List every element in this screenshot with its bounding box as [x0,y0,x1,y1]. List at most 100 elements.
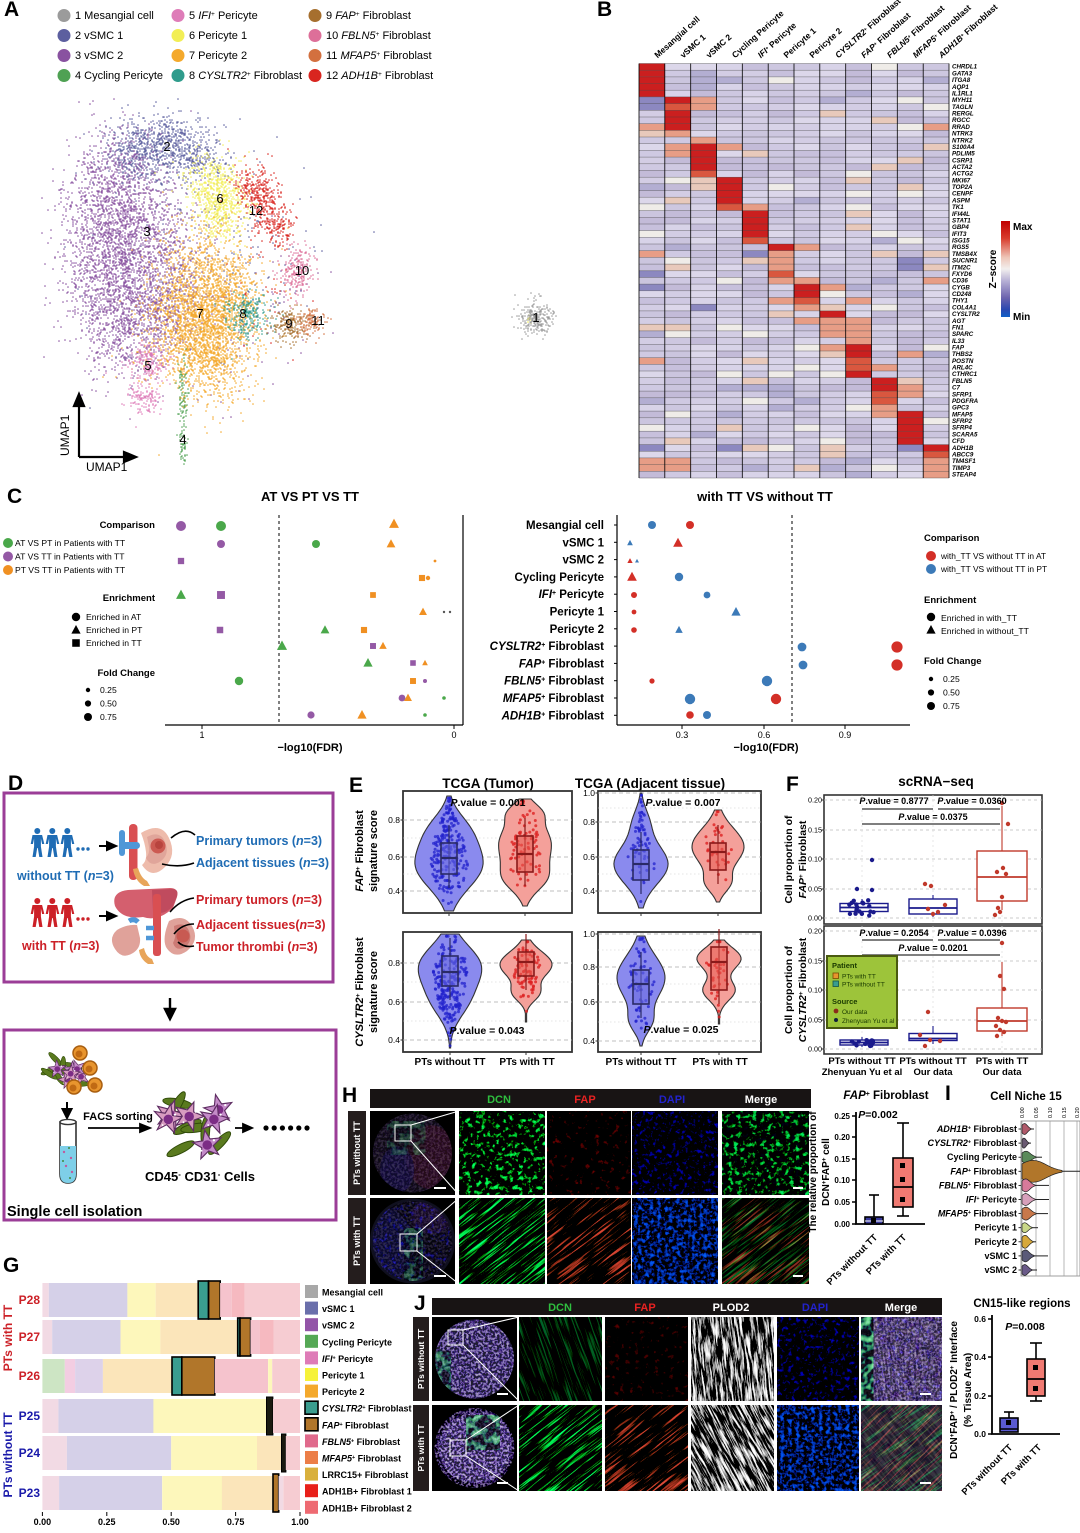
svg-text:9: 9 [285,316,292,331]
svg-text:B: B [597,0,612,21]
svg-text:Fold Change: Fold Change [97,668,155,679]
svg-text:P.value = 0.025: P.value = 0.025 [643,1024,718,1036]
svg-text:PDLIM5: PDLIM5 [952,151,975,158]
svg-text:GPC3: GPC3 [952,405,969,412]
svg-text:MFAP5+ Fibroblast: MFAP5+ Fibroblast [322,1454,401,1464]
svg-text:THBS2: THBS2 [952,351,973,358]
svg-text:ARL4C: ARL4C [951,365,973,372]
svg-text:5 IFI+ Pericyte: 5 IFI+ Pericyte [189,10,258,22]
svg-text:10 FBLN5+ Fibroblast: 10 FBLN5+ Fibroblast [326,30,431,42]
svg-text:0.20: 0.20 [834,1133,850,1142]
svg-text:7: 7 [196,306,203,321]
svg-text:7 Pericyte 2: 7 Pericyte 2 [189,50,247,62]
svg-text:P.value = 0.8777: P.value = 0.8777 [859,796,928,806]
svg-text:AT VS PT in Patients with TT: AT VS PT in Patients with TT [15,538,126,548]
svg-text:0.20: 0.20 [808,927,822,936]
svg-text:0.6: 0.6 [583,852,595,862]
svg-text:Cycling Pericyte: Cycling Pericyte [322,1337,392,1347]
svg-text:G: G [3,1254,19,1277]
svg-text:4: 4 [179,432,186,447]
svg-text:ABCC9: ABCC9 [951,452,974,459]
svg-text:6: 6 [216,191,223,206]
svg-text:PTs without TT: PTs without TT [352,1121,362,1185]
svg-text:PTs with TT: PTs with TT [976,1056,1029,1067]
svg-text:PDGFRA: PDGFRA [952,398,979,405]
svg-text:8: 8 [239,306,246,321]
svg-text:P23: P23 [19,1486,41,1500]
svg-text:Zhenyuan Yu et al: Zhenyuan Yu et al [842,1018,895,1025]
svg-text:Cell proportion of: Cell proportion of [783,945,795,1034]
svg-text:1.00: 1.00 [291,1517,309,1527]
svg-text:Comparison: Comparison [924,533,980,544]
svg-text:CYSLTR2: CYSLTR2 [952,311,980,318]
svg-text:Enriched in AT: Enriched in AT [86,612,142,622]
svg-text:Enrichment: Enrichment [103,593,156,604]
svg-text:Z−score: Z−score [988,249,999,288]
svg-text:without TT (n=3): without TT (n=3) [16,869,114,883]
svg-text:0.4: 0.4 [388,1035,400,1045]
svg-text:P=0.008: P=0.008 [1005,1321,1045,1333]
svg-text:PTs without TT: PTs without TT [415,1057,486,1068]
svg-text:TAGLN: TAGLN [952,104,973,111]
svg-text:Pericyte 2: Pericyte 2 [550,624,604,636]
svg-text:FAP: FAP [952,345,965,352]
svg-text:Tumor thrombi (n=3): Tumor thrombi (n=3) [196,940,318,954]
svg-text:CTHRC1: CTHRC1 [952,371,978,378]
svg-text:ISG15: ISG15 [952,238,970,245]
svg-text:CHRDL1: CHRDL1 [952,64,978,71]
svg-text:COL4A1: COL4A1 [952,304,977,311]
svg-text:Max: Max [1013,222,1033,233]
svg-text:8 CYSLTR2+ Fibroblast: 8 CYSLTR2+ Fibroblast [189,70,302,82]
svg-text:FXYD6: FXYD6 [952,271,973,278]
svg-text:0.25: 0.25 [100,685,117,695]
svg-text:AT VS TT in Patients with TT: AT VS TT in Patients with TT [15,552,125,562]
svg-text:0.10: 0.10 [808,855,822,864]
svg-text:1.0: 1.0 [583,929,595,939]
svg-text:CD36: CD36 [952,278,968,285]
svg-text:J: J [414,1292,426,1315]
svg-text:TCGA (Tumor): TCGA (Tumor) [442,776,533,791]
svg-text:0.20: 0.20 [1075,1107,1080,1118]
svg-text:0.05: 0.05 [808,1016,822,1025]
svg-text:S100A4: S100A4 [952,144,975,151]
svg-text:P.value = 0.0201: P.value = 0.0201 [898,943,967,953]
svg-text:DCN: DCN [548,1302,572,1314]
svg-text:0.00: 0.00 [1020,1107,1026,1118]
svg-text:E: E [349,774,363,797]
svg-text:PTs with TT: PTs with TT [352,1216,362,1266]
svg-text:0.6: 0.6 [388,852,400,862]
svg-text:Min: Min [1013,312,1030,323]
svg-text:Cycling Pericyte: Cycling Pericyte [947,1152,1017,1162]
svg-text:1 Mesangial cell: 1 Mesangial cell [75,10,154,22]
svg-text:FBLN5+ Fibroblast: FBLN5+ Fibroblast [504,676,604,688]
svg-text:RRAD: RRAD [952,124,970,131]
svg-text:FAP: FAP [634,1302,655,1314]
svg-text:5: 5 [144,358,151,373]
svg-text:0.75: 0.75 [943,701,960,711]
svg-text:ITM2C: ITM2C [952,264,971,271]
svg-text:A: A [4,0,19,21]
svg-text:CD248: CD248 [952,291,972,298]
svg-text:PTs with TT: PTs with TT [1,1304,15,1371]
svg-text:IL1RL1: IL1RL1 [952,91,973,98]
svg-text:SUCNR1: SUCNR1 [952,258,978,265]
svg-text:signature score: signature score [368,951,380,1033]
svg-text:Merge: Merge [885,1302,917,1314]
svg-text:Enriched in with_TT: Enriched in with_TT [941,613,1018,623]
svg-text:IFI+ Pericyte: IFI+ Pericyte [966,1195,1017,1205]
svg-text:Fold Change: Fold Change [924,656,982,667]
svg-text:vSMC 1: vSMC 1 [322,1304,355,1314]
svg-text:IFI44L: IFI44L [952,211,970,218]
svg-text:Enriched in PT: Enriched in PT [86,625,143,635]
svg-text:AGT: AGT [951,318,966,325]
svg-text:Zhenyuan Yu et al: Zhenyuan Yu et al [822,1067,903,1078]
svg-text:FAP+ Fibroblast: FAP+ Fibroblast [322,1420,389,1430]
svg-text:FAP: FAP [574,1094,595,1106]
svg-text:GATA3: GATA3 [952,70,973,77]
svg-text:0.8: 0.8 [388,815,400,825]
svg-text:0.6: 0.6 [974,1314,986,1324]
svg-text:P.value = 0.2054: P.value = 0.2054 [859,928,928,938]
svg-text:PT VS TT in Patients with TT: PT VS TT in Patients with TT [15,565,126,575]
svg-text:11: 11 [311,313,325,328]
svg-text:0.10: 0.10 [834,1176,850,1185]
